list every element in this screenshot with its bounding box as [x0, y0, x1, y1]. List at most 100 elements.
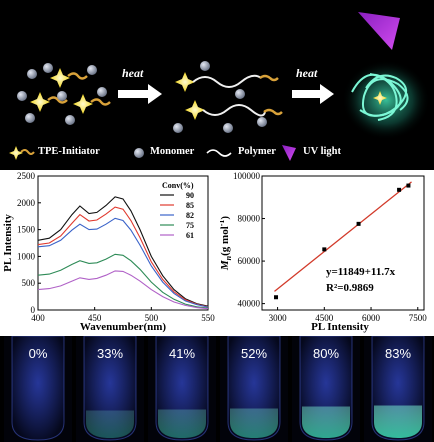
- monomer-icon: [25, 113, 35, 123]
- fit-equation: y=11849+11.7x: [326, 266, 396, 278]
- x-tick-label: 450: [88, 313, 102, 323]
- monomer-icon: [235, 89, 245, 99]
- fit-r-squared: R²=0.9869: [326, 282, 374, 294]
- tpe-initiator-icon: [73, 94, 111, 114]
- mn-data-points: [274, 183, 411, 300]
- y-tick-label: 40000: [238, 299, 261, 309]
- vial-graphic: [364, 336, 432, 442]
- y-tick-label: 100000: [233, 171, 261, 181]
- data-point: [406, 183, 411, 188]
- monomer-icon: [134, 148, 144, 158]
- vial-conversion-label: 41%: [168, 346, 196, 361]
- monomer-icon: [200, 61, 210, 71]
- vial-photo: 41%: [148, 336, 216, 442]
- monomer-icon: [97, 87, 107, 97]
- monomer-icon: [223, 123, 233, 133]
- linear-fit-line: [274, 181, 412, 292]
- initiator-monomer-group: [17, 63, 111, 125]
- pl-legend-entry: 61: [186, 231, 194, 240]
- polymer-growth-group: [173, 61, 283, 133]
- x-tick-label: 6000: [362, 313, 381, 323]
- x-tick-label: 3000: [269, 313, 288, 323]
- legend-label-uv: UV light: [303, 146, 342, 157]
- tpe-initiator-icon: [30, 92, 68, 112]
- vial-photo: 0%: [4, 336, 72, 442]
- mn-x-ticks: 3000 4500 6000 7500: [269, 307, 428, 323]
- legend-label-polymer: Polymer: [238, 146, 276, 157]
- x-tick-label: 400: [31, 313, 45, 323]
- vial-graphic: [4, 336, 72, 442]
- y-tick-label: 0: [31, 305, 36, 315]
- y-tick-label: 80000: [238, 214, 261, 224]
- pl-series-82: [37, 217, 209, 308]
- pl-legend-entry: 90: [186, 191, 194, 200]
- data-point: [356, 221, 361, 226]
- data-point: [274, 295, 279, 300]
- glowing-polymer-coil: [351, 73, 409, 121]
- x-tick-label: 500: [145, 313, 159, 323]
- fluorescence-glow: [342, 60, 430, 140]
- pl-series-85: [37, 206, 209, 308]
- vial-photo: 33%: [76, 336, 144, 442]
- vial-photo: 80%: [292, 336, 360, 442]
- y-tick-label: 1000: [17, 251, 36, 261]
- monomer-icon: [173, 123, 183, 133]
- legend-label-monomer: Monomer: [150, 146, 195, 157]
- tpe-initiator-icon: [9, 146, 35, 160]
- x-tick-label: 7500: [409, 313, 428, 323]
- pl-series-61: [37, 270, 209, 310]
- pl-legend-entry: 75: [186, 221, 194, 230]
- pl-legend-entry: 82: [186, 211, 194, 220]
- mn-plot-frame: [261, 175, 425, 311]
- legend-label-initiator: TPE-Initiator: [38, 146, 100, 157]
- vial-graphic: [148, 336, 216, 442]
- vial-graphic: [76, 336, 144, 442]
- monomer-icon: [17, 91, 27, 101]
- pl-legend-title: Conv(%): [162, 181, 194, 190]
- charts-row: 400 450 500 550 0 500 1000 1500 2000 2500 Conv(%…: [0, 170, 434, 335]
- tpe-initiator-icon: [50, 68, 88, 88]
- heat-arrow-2: [292, 84, 334, 104]
- uv-light-icon: [282, 145, 296, 161]
- heat-label-2: heat: [296, 66, 318, 80]
- vial-graphic: [292, 336, 360, 442]
- pl-series-90: [37, 196, 209, 307]
- tpe-initiator-icon: [373, 91, 387, 105]
- pl-plot-frame: [37, 175, 209, 311]
- vial-photo: 83%: [364, 336, 432, 442]
- tpe-initiator-icon: [175, 72, 195, 92]
- pl-legend-entry: 85: [186, 201, 194, 210]
- monomer-icon: [27, 69, 37, 79]
- heat-label-1: heat: [122, 66, 144, 80]
- x-tick-label: 4500: [315, 313, 334, 323]
- heat-arrow-1: [118, 84, 162, 104]
- mn-x-axis-label: PL Intensity: [311, 321, 369, 333]
- y-tick-label: 2000: [17, 198, 36, 208]
- mn-y-ticks: 40000 60000 80000 100000: [233, 171, 265, 309]
- mn-y-axis-label: Mn(g mol-1): [220, 216, 233, 272]
- polymer-icon: [206, 149, 232, 157]
- vial-conversion-label: 33%: [96, 346, 124, 361]
- y-tick-label: 2500: [17, 171, 36, 181]
- y-tick-label: 60000: [238, 256, 261, 266]
- vial-conversion-label: 80%: [312, 346, 340, 361]
- pl-y-axis-label: PL Intensity: [2, 214, 14, 272]
- vial-conversion-label: 0%: [28, 346, 48, 361]
- vial-graphic: [220, 336, 288, 442]
- data-point: [397, 187, 402, 192]
- vial-conversion-label: 83%: [384, 346, 412, 361]
- vial-photo: 52%: [220, 336, 288, 442]
- pl-spectra-chart: 400 450 500 550 0 500 1000 1500 2000 2500 Conv(%…: [2, 171, 215, 333]
- pl-series-lines: [37, 196, 209, 310]
- scheme-graphic: [17, 12, 430, 140]
- uv-light-icon: [358, 12, 400, 50]
- pl-x-axis-label: Wavenumber(nm): [80, 321, 167, 333]
- vial-photo-strip: 0% 33% 41% 52% 80% 83%: [0, 336, 434, 442]
- monomer-icon: [57, 91, 67, 101]
- tpe-initiator-icon: [185, 100, 205, 120]
- pl-series-75: [37, 253, 209, 309]
- x-tick-label: 550: [201, 313, 215, 323]
- reaction-scheme: heat heat TPE-Initiator Monomer Polymer …: [0, 0, 434, 170]
- y-tick-label: 1500: [17, 225, 36, 235]
- monomer-icon: [257, 117, 267, 127]
